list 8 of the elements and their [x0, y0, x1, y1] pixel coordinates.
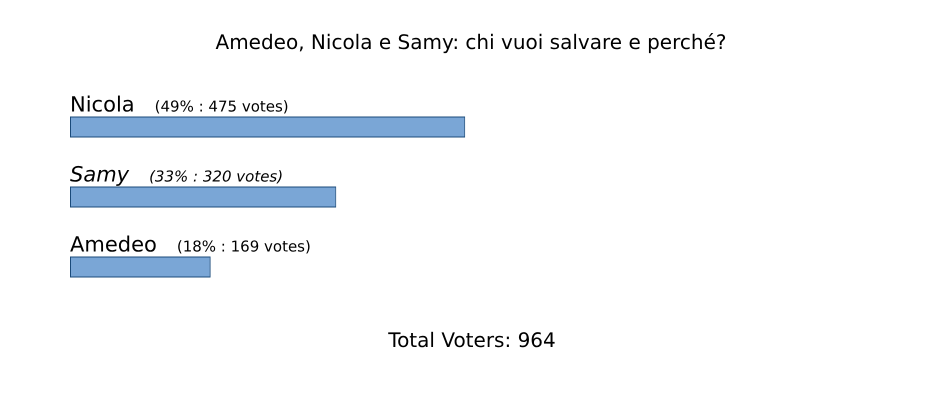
chart-title: Amedeo, Nicola e Samy: chi vuoi salvare e perché? — [216, 30, 726, 54]
data-label: (18% : 169 votes) — [176, 238, 311, 256]
text: Total Voters: 964 — [387, 328, 557, 352]
y-tick-label: Amedeo — [70, 232, 157, 256]
y-tick-label: Samy — [70, 162, 130, 186]
data-label: (49% : 475 votes) — [154, 98, 289, 116]
y-tick-label: Nicola — [70, 92, 135, 116]
data-label: (33% : 320 votes) — [149, 168, 284, 186]
